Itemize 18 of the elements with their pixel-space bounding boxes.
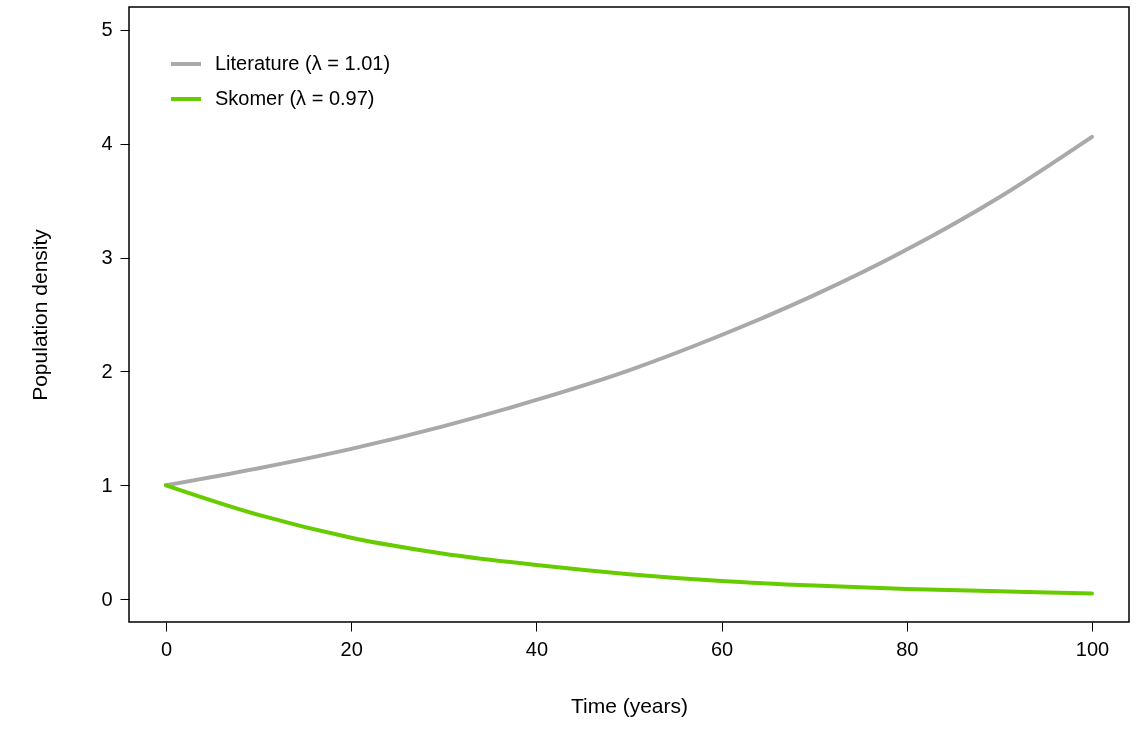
legend-label: Skomer (λ = 0.97) xyxy=(215,87,375,109)
y-tick-label: 1 xyxy=(101,473,113,496)
line-series xyxy=(164,134,1094,488)
x-tick-label: 40 xyxy=(525,637,549,660)
x-tick-label: 0 xyxy=(160,637,173,660)
y-tick-label: 3 xyxy=(101,246,113,269)
x-tick-label: 60 xyxy=(710,637,734,660)
x-tick-label: 80 xyxy=(896,637,919,660)
legend-label: Literature (λ = 1.01) xyxy=(215,52,391,74)
line-series xyxy=(164,483,1094,596)
x-tick-label: 20 xyxy=(340,637,363,660)
y-axis-title: Population density xyxy=(28,228,52,401)
y-tick-label: 4 xyxy=(101,132,113,155)
y-tick-label: 2 xyxy=(101,359,113,382)
x-tick-label: 100 xyxy=(1075,637,1110,660)
y-tick-label: 5 xyxy=(101,18,113,41)
y-tick-label: 0 xyxy=(101,587,113,610)
x-axis-title: Time (years) xyxy=(570,693,689,717)
